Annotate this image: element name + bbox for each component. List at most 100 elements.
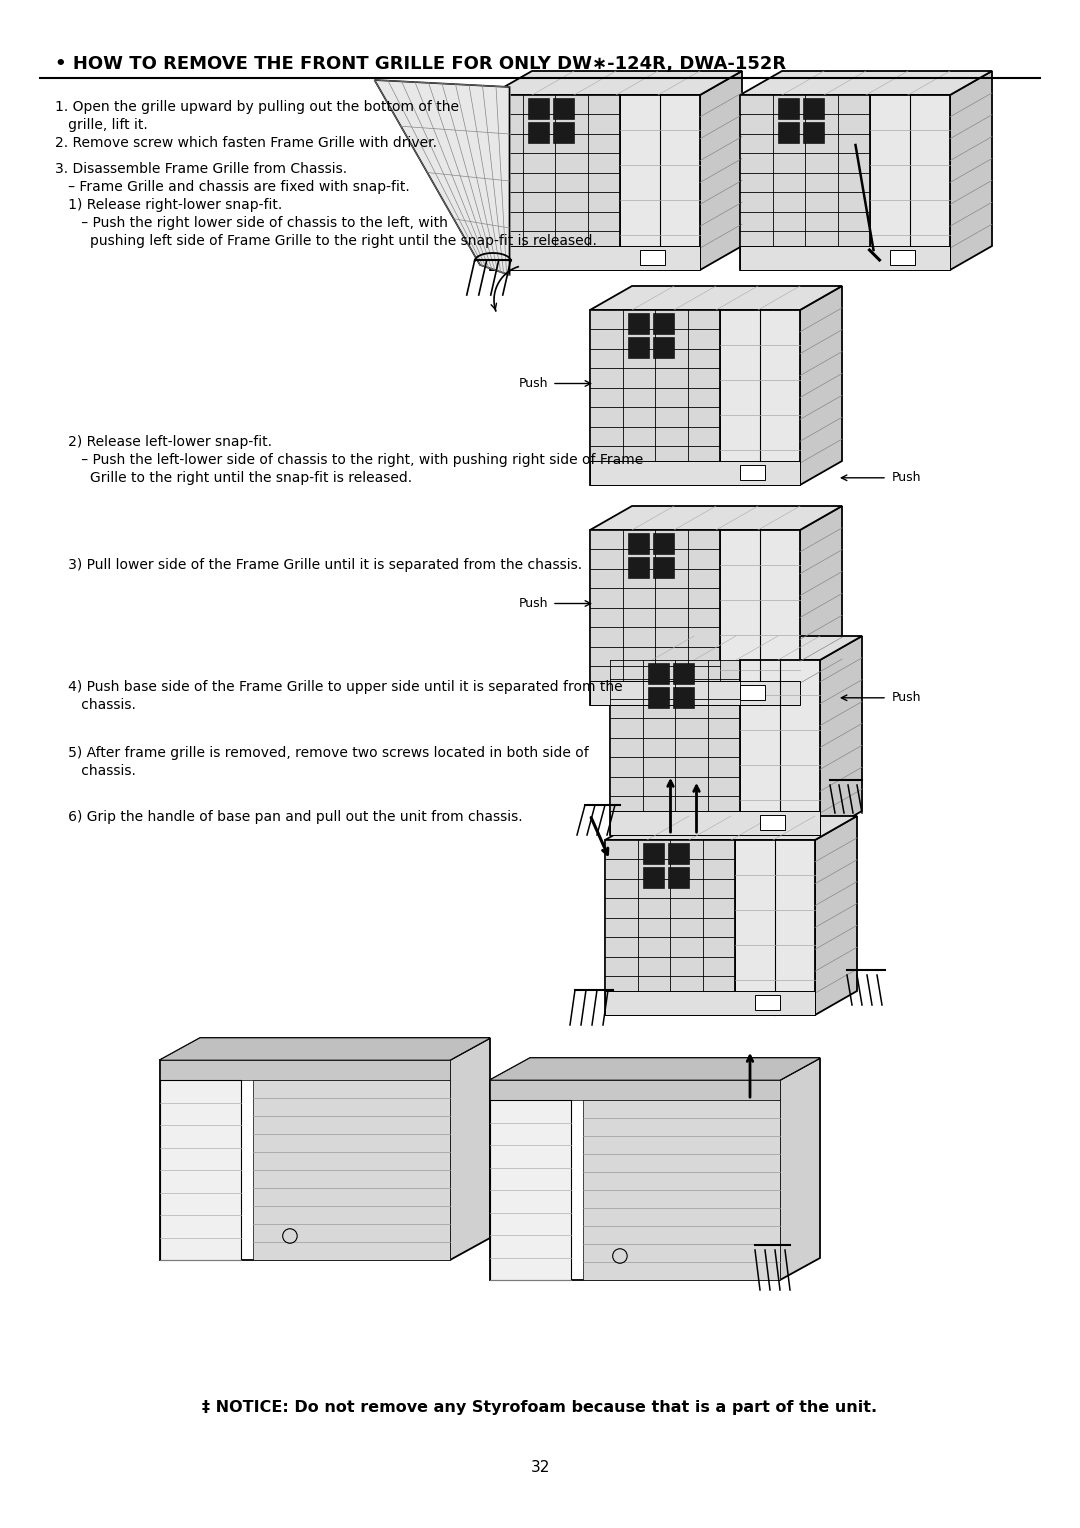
Text: 3. Disassemble Frame Grille from Chassis.: 3. Disassemble Frame Grille from Chassis… — [55, 162, 347, 176]
Polygon shape — [583, 1100, 780, 1280]
Polygon shape — [652, 533, 674, 553]
Text: – Frame Grille and chassis are fixed with snap-fit.: – Frame Grille and chassis are fixed wit… — [55, 180, 409, 194]
Polygon shape — [673, 663, 693, 683]
Polygon shape — [590, 506, 842, 530]
Polygon shape — [652, 313, 674, 333]
Polygon shape — [160, 1060, 450, 1261]
Text: Push: Push — [518, 377, 548, 390]
Polygon shape — [740, 95, 950, 270]
Polygon shape — [490, 95, 700, 270]
Polygon shape — [740, 686, 766, 700]
Text: Push: Push — [892, 471, 921, 484]
Polygon shape — [590, 460, 800, 484]
Polygon shape — [450, 1038, 490, 1261]
Polygon shape — [610, 660, 820, 834]
Polygon shape — [627, 313, 649, 333]
Polygon shape — [735, 840, 815, 1015]
Text: Grille to the right until the snap-fit is released.: Grille to the right until the snap-fit i… — [55, 471, 413, 484]
Polygon shape — [553, 122, 573, 144]
Polygon shape — [802, 122, 824, 144]
Text: pushing left side of Frame Grille to the right until the snap-fit is released.: pushing left side of Frame Grille to the… — [55, 234, 597, 248]
Polygon shape — [620, 95, 700, 270]
Text: chassis.: chassis. — [55, 698, 136, 712]
Text: Push: Push — [518, 597, 548, 610]
Polygon shape — [490, 70, 742, 95]
Polygon shape — [160, 1038, 490, 1060]
Polygon shape — [643, 842, 664, 863]
Polygon shape — [375, 79, 510, 275]
Polygon shape — [870, 95, 950, 270]
Polygon shape — [605, 840, 815, 1015]
Polygon shape — [590, 310, 800, 484]
Polygon shape — [590, 310, 720, 484]
Polygon shape — [778, 98, 799, 119]
Polygon shape — [528, 122, 549, 144]
Polygon shape — [652, 338, 674, 358]
Polygon shape — [590, 530, 720, 704]
Polygon shape — [490, 1080, 780, 1100]
Polygon shape — [740, 466, 766, 480]
Polygon shape — [755, 995, 780, 1010]
Polygon shape — [760, 816, 785, 830]
Text: chassis.: chassis. — [55, 764, 136, 778]
Polygon shape — [605, 840, 735, 1015]
Text: Push: Push — [892, 691, 921, 704]
Text: 1. Open the grille upward by pulling out the bottom of the: 1. Open the grille upward by pulling out… — [55, 99, 459, 115]
Polygon shape — [700, 70, 742, 270]
Polygon shape — [778, 122, 799, 144]
Polygon shape — [253, 1080, 450, 1261]
Polygon shape — [950, 70, 993, 270]
Polygon shape — [490, 95, 620, 270]
Polygon shape — [160, 1080, 241, 1261]
Polygon shape — [605, 816, 858, 840]
Polygon shape — [590, 530, 800, 704]
Polygon shape — [640, 251, 665, 264]
Polygon shape — [802, 98, 824, 119]
Polygon shape — [890, 251, 915, 264]
Polygon shape — [780, 1057, 820, 1280]
Text: 5) After frame grille is removed, remove two screws located in both side of: 5) After frame grille is removed, remove… — [55, 746, 589, 759]
Text: – Push the right lower side of chassis to the left, with: – Push the right lower side of chassis t… — [55, 215, 448, 231]
Text: • HOW TO REMOVE THE FRONT GRILLE FOR ONLY DW∗-124R, DWA-152R: • HOW TO REMOVE THE FRONT GRILLE FOR ONL… — [55, 55, 786, 73]
Polygon shape — [673, 688, 693, 709]
Polygon shape — [627, 558, 649, 578]
Polygon shape — [610, 636, 862, 660]
Polygon shape — [590, 286, 842, 310]
Polygon shape — [740, 660, 820, 834]
Polygon shape — [553, 98, 573, 119]
Polygon shape — [720, 310, 800, 484]
Polygon shape — [627, 338, 649, 358]
Polygon shape — [610, 660, 740, 834]
Polygon shape — [652, 558, 674, 578]
Polygon shape — [528, 98, 549, 119]
Polygon shape — [740, 70, 993, 95]
Polygon shape — [490, 1057, 820, 1080]
Polygon shape — [667, 868, 689, 888]
Text: 2) Release left-lower snap-fit.: 2) Release left-lower snap-fit. — [55, 435, 272, 449]
Text: 32: 32 — [530, 1459, 550, 1475]
Text: ‡ NOTICE: Do not remove any Styrofoam because that is a part of the unit.: ‡ NOTICE: Do not remove any Styrofoam be… — [202, 1400, 878, 1415]
Polygon shape — [740, 95, 870, 270]
Polygon shape — [667, 842, 689, 863]
Polygon shape — [648, 688, 669, 709]
Polygon shape — [490, 1057, 820, 1080]
Text: 6) Grip the handle of base pan and pull out the unit from chassis.: 6) Grip the handle of base pan and pull … — [55, 810, 523, 824]
Polygon shape — [160, 1038, 490, 1060]
Polygon shape — [490, 1080, 780, 1280]
Text: 4) Push base side of the Frame Grille to upper side until it is separated from t: 4) Push base side of the Frame Grille to… — [55, 680, 623, 694]
Polygon shape — [605, 990, 815, 1015]
Polygon shape — [590, 680, 800, 704]
Polygon shape — [820, 636, 862, 834]
Text: 1) Release right-lower snap-fit.: 1) Release right-lower snap-fit. — [55, 199, 282, 212]
Polygon shape — [800, 506, 842, 704]
Text: 3) Pull lower side of the Frame Grille until it is separated from the chassis.: 3) Pull lower side of the Frame Grille u… — [55, 558, 582, 571]
Polygon shape — [643, 868, 664, 888]
Polygon shape — [490, 1100, 571, 1280]
Polygon shape — [160, 1060, 450, 1080]
Polygon shape — [490, 246, 700, 270]
Polygon shape — [740, 246, 950, 270]
Polygon shape — [815, 816, 858, 1015]
Text: – Push the left-lower side of chassis to the right, with pushing right side of F: – Push the left-lower side of chassis to… — [55, 452, 644, 468]
Polygon shape — [800, 286, 842, 484]
Polygon shape — [627, 533, 649, 553]
